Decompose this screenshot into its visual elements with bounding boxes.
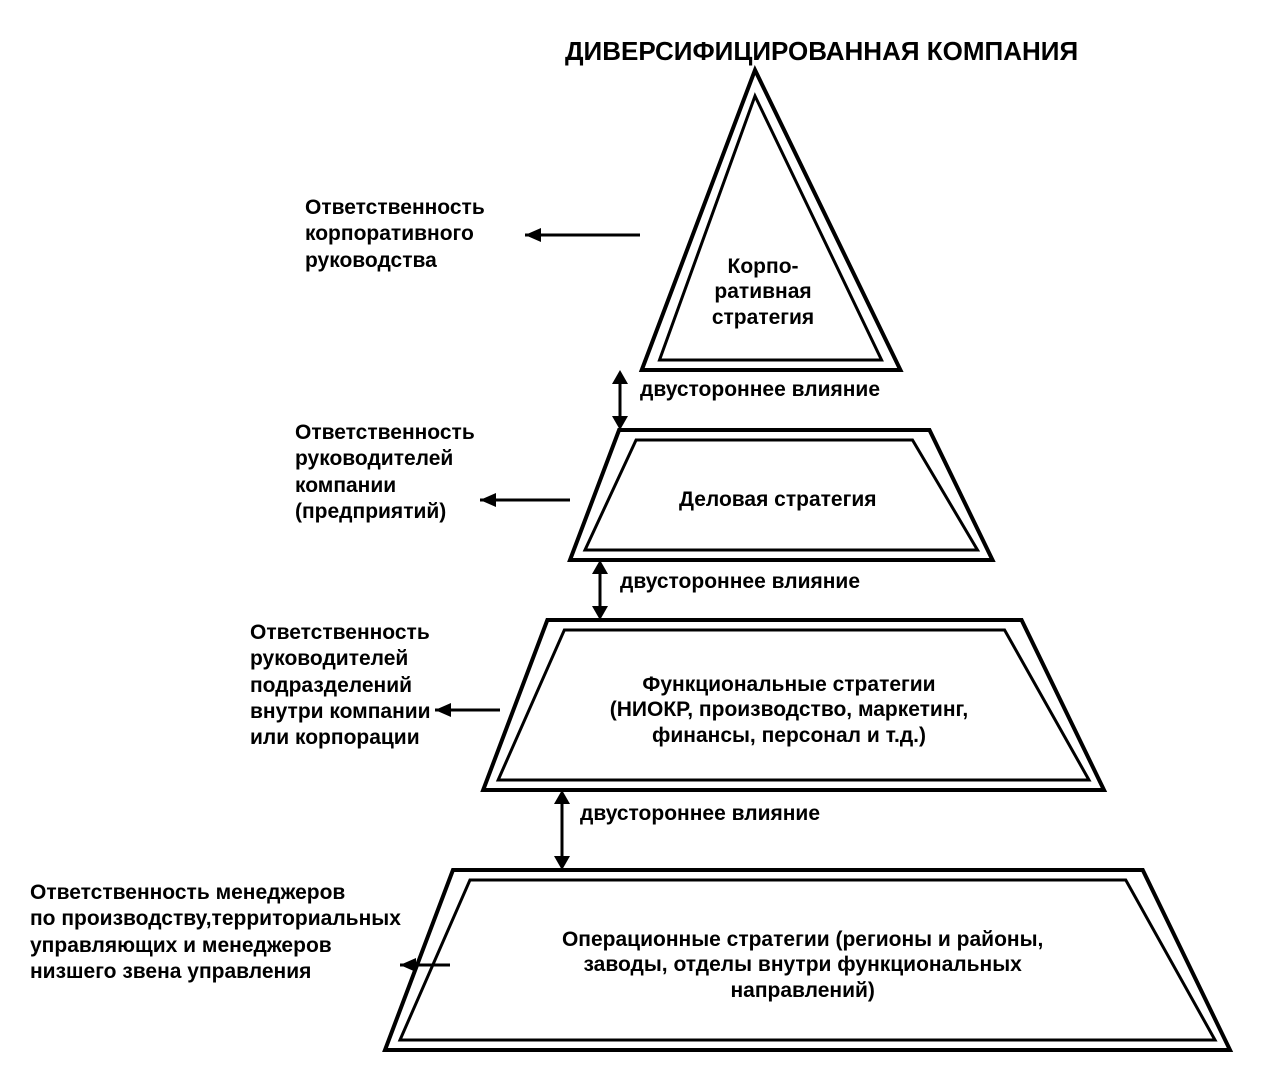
between-label-3: двустороннее влияние [580, 802, 820, 826]
level-2-side-label: Ответственностьруководителейкомпании(пре… [295, 420, 475, 525]
level-1-side-label: Ответственностькорпоративногоруководства [305, 195, 485, 274]
diagram-title: ДИВЕРСИФИЦИРОВАННАЯ КОМПАНИЯ [565, 36, 1078, 67]
level-4-label: Операционные стратегии (регионы и районы… [439, 884, 1166, 1046]
level-3-side-label: Ответственностьруководителейподразделени… [250, 620, 431, 751]
between-label-1: двустороннее влияние [640, 378, 880, 402]
between-label-2: двустороннее влияние [620, 570, 860, 594]
level-4-side-label: Ответственность менеджеровпо производств… [30, 880, 401, 985]
level-2-label: Деловая стратегия [596, 444, 959, 556]
level-3-label: Функциональные стратегии(НИОКР, производ… [522, 634, 1056, 786]
level-1-label: Корпо-ративнаястратегия [652, 205, 874, 379]
